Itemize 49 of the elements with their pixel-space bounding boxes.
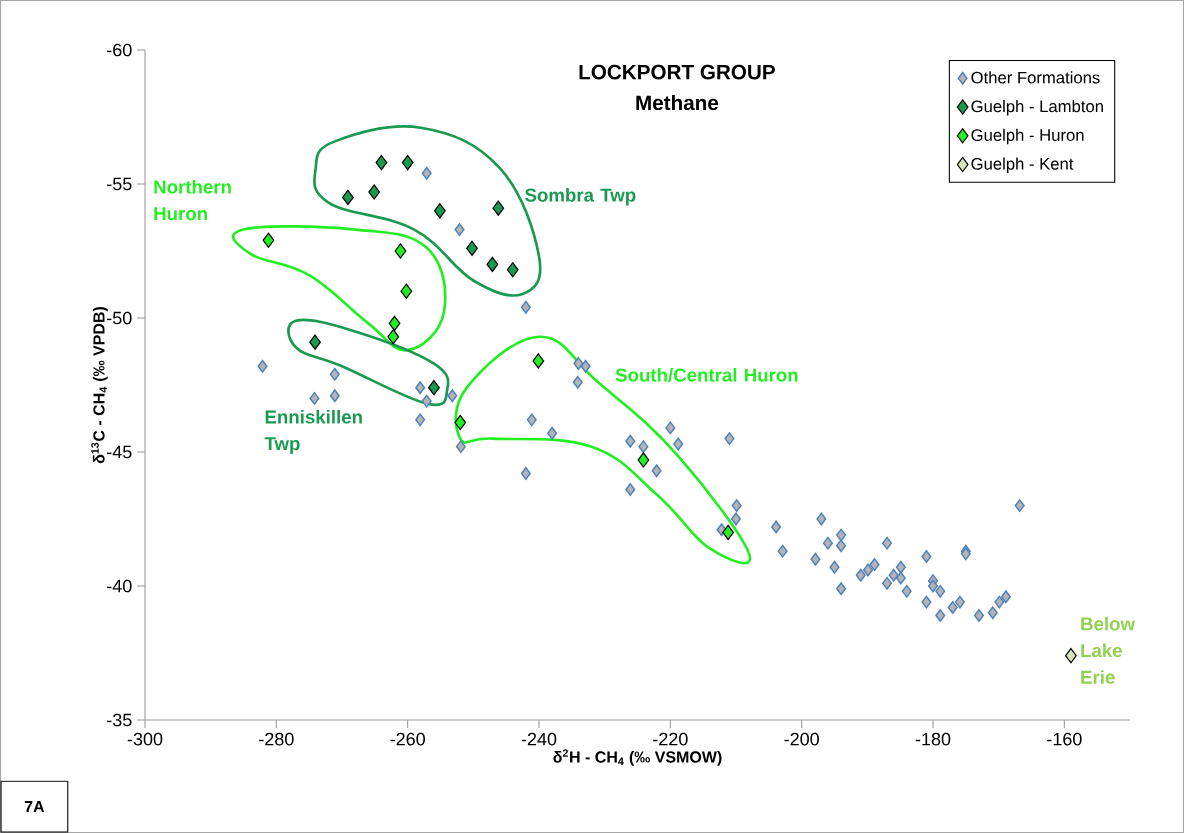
- x-tick-label: -260: [390, 732, 425, 746]
- x-tick-label: -160: [1047, 732, 1082, 746]
- point: [388, 315, 401, 332]
- annotation: South/Central Huron: [615, 368, 798, 382]
- annotation: Northern Huron: [154, 179, 231, 221]
- point: [342, 189, 354, 206]
- y-tick-label: -50: [107, 311, 132, 325]
- point: [637, 452, 650, 468]
- y-tick-label: -35: [107, 713, 132, 727]
- point: [401, 154, 414, 171]
- point: [400, 283, 413, 299]
- x-tick-label: -240: [521, 732, 557, 746]
- point: [375, 154, 388, 171]
- point: [486, 256, 499, 273]
- point: [262, 232, 275, 248]
- point: [433, 203, 446, 219]
- y-axis-title: δ$^{13}$C - CH$_{4}$ (‰ VPDB): [91, 306, 108, 464]
- legend-label: Guelph - Lambton: [971, 99, 1103, 116]
- point: [722, 524, 735, 541]
- point: [506, 262, 519, 278]
- text: Methane: [636, 94, 719, 111]
- point: [428, 380, 440, 396]
- y-tick-label: -45: [107, 445, 132, 459]
- point: [387, 329, 400, 345]
- x-axis-title: δ$^{2}$H - CH$_{4}$ (‰ VSMOW): [553, 749, 722, 766]
- text: 7A: [24, 801, 45, 813]
- annotation: Enniskillen Twp: [264, 409, 362, 454]
- y-tick-label: -40: [107, 579, 132, 593]
- point: [492, 200, 505, 216]
- point: [454, 414, 467, 431]
- x-tick-label: -180: [915, 732, 951, 746]
- point: [1065, 648, 1077, 664]
- text: LOCKPORT GROUP: [579, 64, 775, 80]
- point: [309, 334, 321, 350]
- point: [532, 353, 545, 369]
- point: [466, 240, 478, 256]
- x-tick-label: -200: [784, 732, 819, 746]
- point: [368, 184, 381, 200]
- x-tick-label: -280: [259, 732, 294, 746]
- x-tick-label: -300: [127, 732, 163, 746]
- legend-label: Guelph - Kent: [971, 157, 1074, 174]
- point: [394, 243, 407, 259]
- y-tick-label: -55: [107, 177, 132, 191]
- x-tick-label: -220: [653, 732, 688, 746]
- legend-label: Guelph - Huron: [971, 128, 1084, 145]
- legend-label: Other Formations: [971, 71, 1100, 84]
- annotation: Below Lake Erie: [1081, 616, 1136, 684]
- y-tick-label: -60: [107, 43, 132, 57]
- annotation: Sombra Twp: [525, 188, 636, 206]
